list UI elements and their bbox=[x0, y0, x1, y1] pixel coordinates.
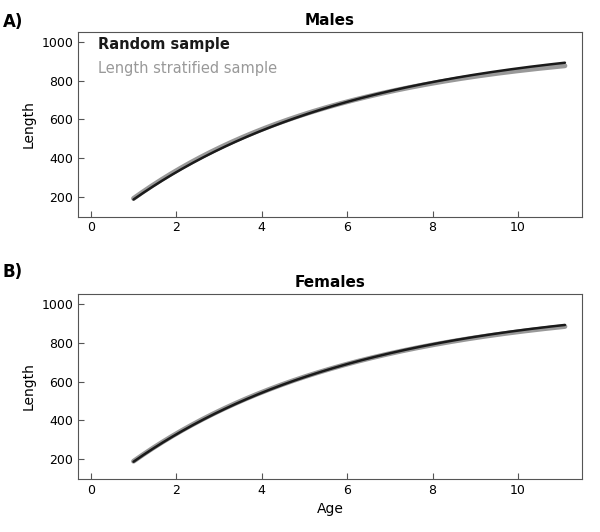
Title: Females: Females bbox=[295, 275, 365, 290]
Y-axis label: Length: Length bbox=[22, 362, 36, 410]
Y-axis label: Length: Length bbox=[22, 101, 36, 148]
Text: B): B) bbox=[3, 263, 23, 281]
Text: A): A) bbox=[3, 13, 23, 31]
Text: Random sample: Random sample bbox=[98, 37, 230, 53]
X-axis label: Age: Age bbox=[317, 502, 343, 516]
Text: Length stratified sample: Length stratified sample bbox=[98, 62, 277, 77]
Title: Males: Males bbox=[305, 13, 355, 28]
